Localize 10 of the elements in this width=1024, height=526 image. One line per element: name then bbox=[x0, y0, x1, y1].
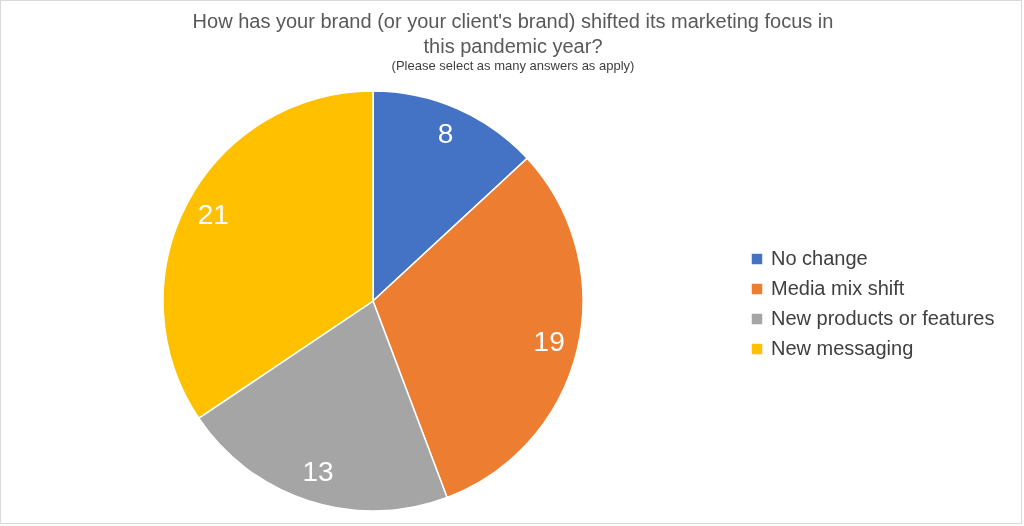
data-label: 19 bbox=[533, 325, 565, 357]
legend-label: New products or features bbox=[771, 307, 995, 329]
data-label: 13 bbox=[302, 456, 334, 488]
data-label: 21 bbox=[197, 198, 229, 230]
chart-subtitle: (Please select as many answers as apply) bbox=[391, 58, 635, 73]
legend-label: Media mix shift bbox=[771, 277, 905, 299]
legend-label: New messaging bbox=[771, 337, 914, 359]
chart-title: How has your brand (or your client's brand) shifted its marketing focus in this pandemic year? bbox=[192, 10, 834, 57]
legend-label: No change bbox=[771, 247, 868, 269]
data-label: 8 bbox=[437, 118, 454, 150]
